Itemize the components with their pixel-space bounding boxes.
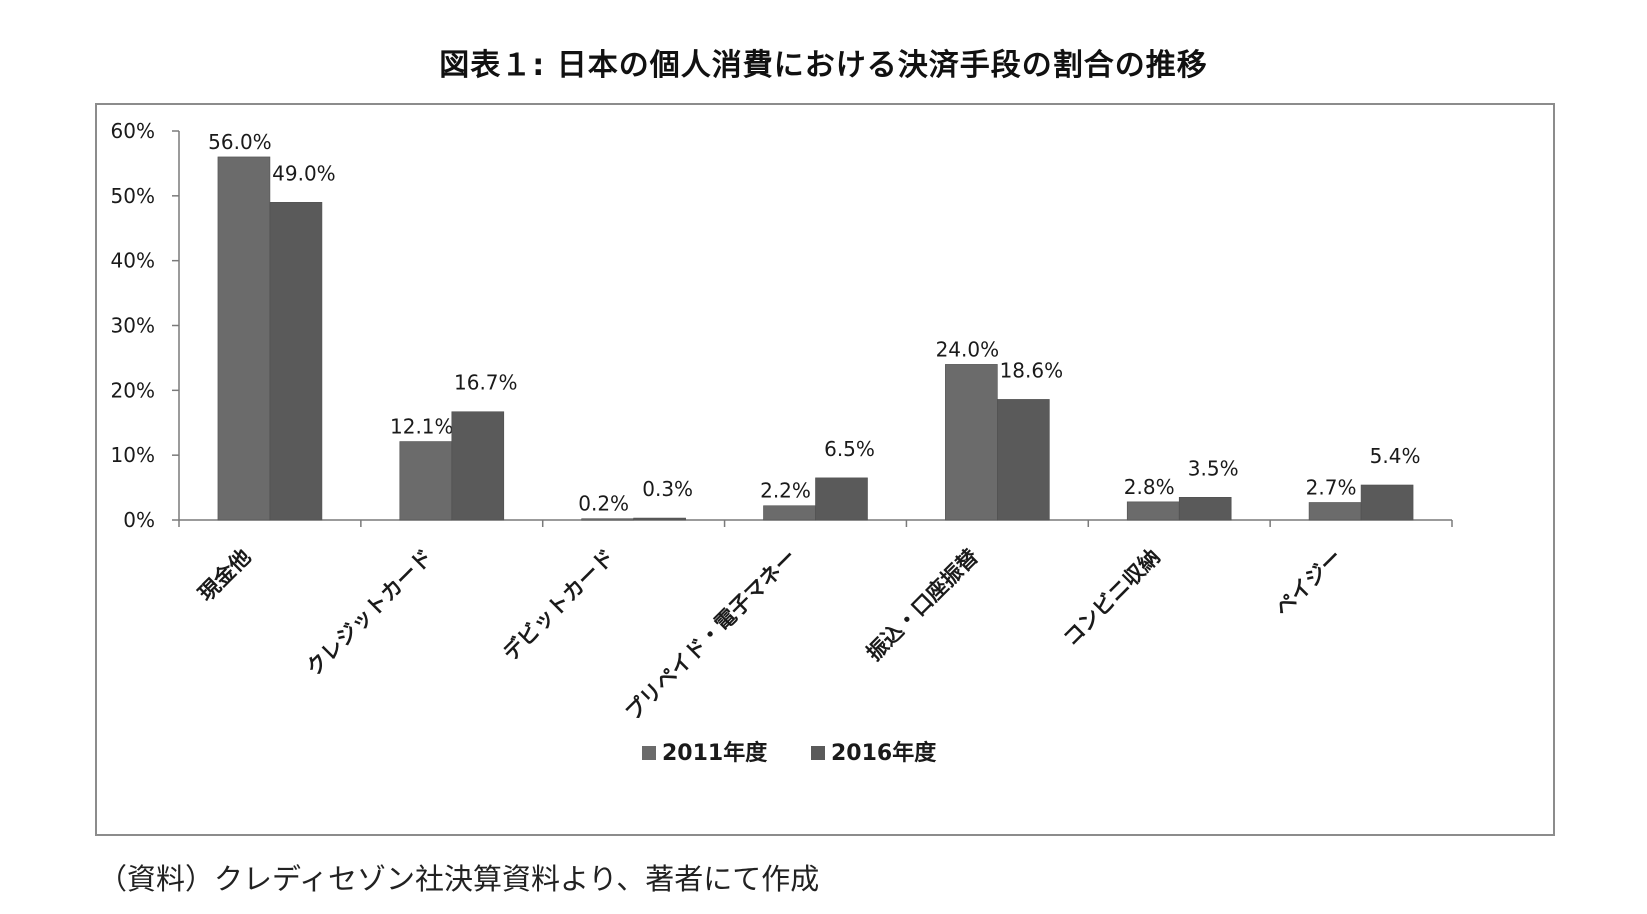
data-label: 16.7%	[454, 371, 518, 395]
x-category-label: 振込・口座振替	[862, 545, 983, 666]
bar-2011	[399, 441, 453, 521]
x-category-label: クレジットカード	[302, 545, 438, 681]
y-tick-label: 40%	[111, 249, 155, 273]
source-note: （資料）クレディセゾン社決算資料より、著者にて作成	[98, 862, 820, 896]
bar-2011	[945, 364, 998, 521]
bar-2011	[763, 505, 816, 521]
chart-title: 図表１: 日本の個人消費における決済手段の割合の推移	[439, 48, 1208, 83]
bar-2016	[815, 477, 868, 521]
x-category-label: プリペイド・電子マネー	[621, 545, 801, 725]
data-label: 24.0%	[936, 337, 1000, 361]
bar-chart: 0% 10% 20% 30% 40% 50% 60% 56.0% 12.1% 0.2% 2.2% 24…	[111, 119, 1453, 766]
legend-swatch	[642, 746, 656, 760]
x-category-label: コンビニ収納	[1059, 545, 1165, 651]
data-label: 18.6%	[1000, 358, 1064, 382]
data-label: 2.2%	[760, 479, 811, 503]
data-label: 5.4%	[1370, 444, 1421, 468]
chart-frame: 0% 10% 20% 30% 40% 50% 60% 56.0% 12.1% 0.2% 2.2% 24…	[95, 103, 1555, 836]
bar-2011	[581, 518, 634, 521]
bar-2016	[997, 399, 1050, 521]
data-label: 12.1%	[390, 415, 454, 439]
bar-2016	[1178, 497, 1232, 521]
legend-swatch	[811, 746, 825, 760]
bar-2011	[1308, 502, 1362, 521]
bar-2011	[217, 156, 271, 521]
bar-2016	[633, 517, 686, 521]
data-label: 3.5%	[1188, 456, 1239, 480]
data-label: 56.0%	[208, 130, 272, 154]
x-category-label: ペイジー	[1270, 545, 1346, 621]
legend-label: 2011年度	[662, 740, 768, 766]
y-tick-label: 30%	[111, 314, 155, 338]
bar-2011	[1126, 501, 1180, 521]
bar-2016	[451, 411, 505, 521]
data-label: 2.7%	[1306, 475, 1357, 499]
y-tick-label: 50%	[111, 184, 155, 208]
y-tick-label: 0%	[123, 508, 155, 532]
data-label: 0.3%	[642, 477, 693, 501]
bar-2016	[1360, 484, 1414, 521]
data-label: 0.2%	[578, 492, 629, 516]
data-label: 6.5%	[824, 437, 875, 461]
y-tick-label: 60%	[111, 119, 155, 143]
x-category-label: 現金他	[194, 545, 256, 607]
y-tick-label: 20%	[111, 378, 155, 402]
bar-2016	[269, 202, 323, 521]
data-label: 2.8%	[1124, 475, 1175, 499]
y-tick-label: 10%	[111, 443, 155, 467]
data-label: 49.0%	[272, 161, 336, 185]
x-category-label: デビットカード	[498, 545, 619, 666]
legend-label: 2016年度	[831, 740, 937, 766]
